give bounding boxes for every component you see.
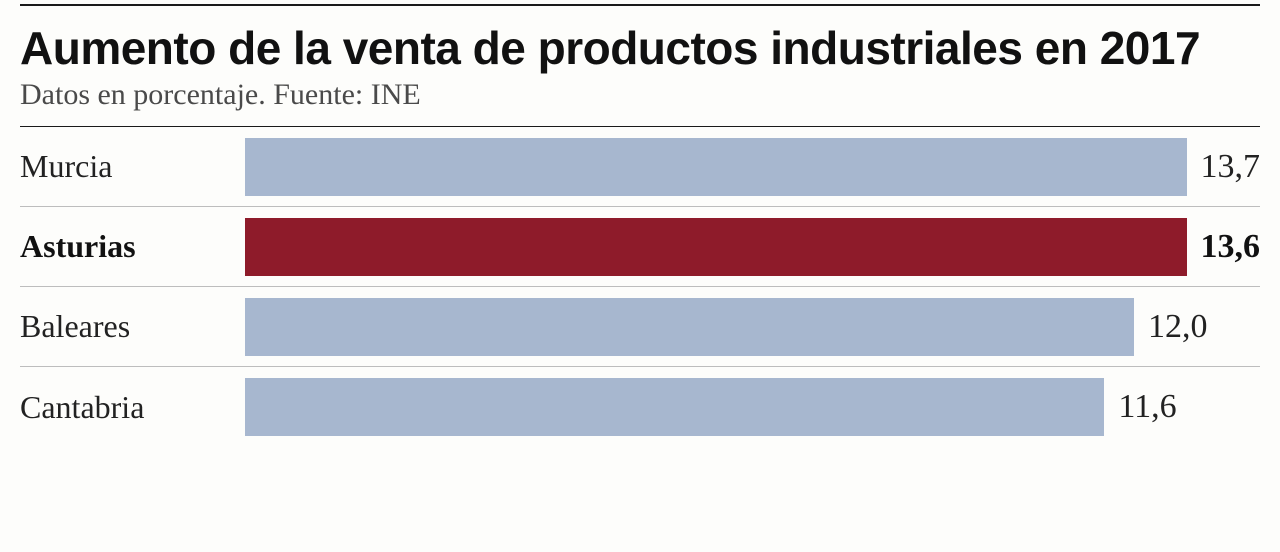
bar-value: 13,7 [1201,148,1261,186]
bar-value: 11,6 [1118,388,1176,426]
bar-row: Cantabria 11,6 [20,367,1260,447]
chart-subtitle: Datos en porcentaje. Fuente: INE [20,78,1260,112]
bar-rows: Murcia 13,7 Asturias 13,6 Baleares 12,0 … [20,127,1260,447]
bar-label: Cantabria [20,389,245,426]
bar-area: 11,6 [245,378,1260,436]
bar-value: 13,6 [1201,228,1261,266]
bar-area: 13,7 [245,138,1260,196]
bar-row: Asturias 13,6 [20,207,1260,287]
bar-row: Baleares 12,0 [20,287,1260,367]
bar [245,378,1104,436]
bar-label: Murcia [20,148,245,185]
bar-label: Baleares [20,308,245,345]
bar-row: Murcia 13,7 [20,127,1260,207]
bar [245,138,1187,196]
bar-label: Asturias [20,228,245,265]
bar-area: 13,6 [245,218,1260,276]
chart-title: Aumento de la venta de productos industr… [20,24,1260,72]
bar [245,298,1134,356]
bar-area: 12,0 [245,298,1260,356]
bar [245,218,1187,276]
bar-value: 12,0 [1148,308,1208,346]
top-rule [20,4,1260,6]
